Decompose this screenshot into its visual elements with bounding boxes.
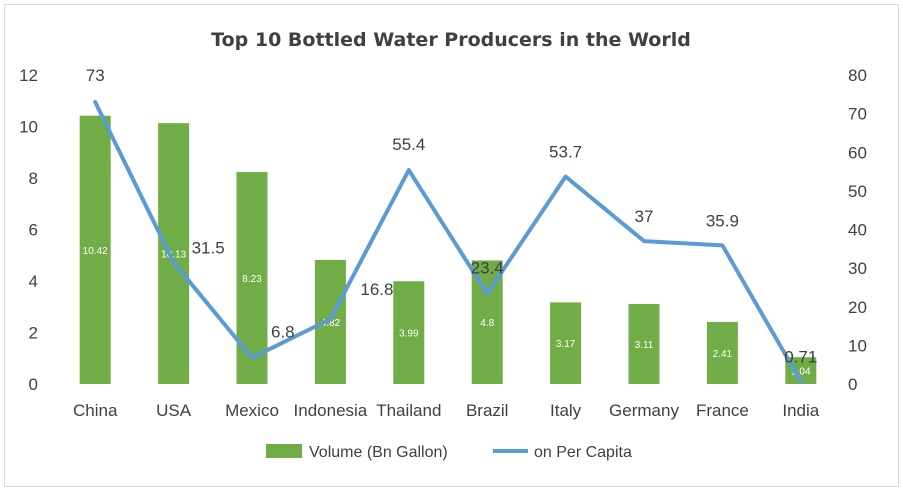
line-point bbox=[250, 356, 254, 360]
category-label: Germany bbox=[609, 401, 679, 420]
legend: Volume (Bn Gallon) on Per Capita bbox=[266, 444, 632, 461]
category-label: USA bbox=[156, 401, 192, 420]
right-tick-label: 20 bbox=[848, 298, 867, 317]
right-tick-label: 50 bbox=[848, 182, 867, 201]
line-data-label: 23.4 bbox=[471, 259, 504, 278]
category-label: China bbox=[73, 401, 118, 420]
left-tick-label: 2 bbox=[29, 324, 38, 343]
left-tick-label: 6 bbox=[29, 221, 38, 240]
bar-data-label: 4.8 bbox=[480, 318, 494, 329]
bar bbox=[706, 321, 738, 384]
bar-data-label: 3.11 bbox=[635, 340, 654, 351]
category-axis: China USA Mexico Indonesia Thailand Brazil Ita… bbox=[73, 401, 820, 420]
left-tick-label: 8 bbox=[29, 169, 38, 188]
line-point bbox=[564, 175, 568, 179]
per-capita-line bbox=[93, 100, 803, 384]
right-tick-label: 40 bbox=[848, 221, 867, 240]
line-data-label: 73 bbox=[86, 66, 105, 85]
line-point bbox=[172, 260, 176, 264]
bar bbox=[236, 172, 268, 384]
right-tick-label: 60 bbox=[848, 143, 867, 162]
bar-data-labels: 10.42 10.13 8.23 4.82 3.99 4.8 3.17 3.11 2.41 1.0… bbox=[83, 246, 811, 378]
bar bbox=[550, 302, 582, 384]
bar bbox=[314, 259, 346, 384]
left-tick-label: 12 bbox=[19, 66, 38, 85]
bar-data-label: 2.41 bbox=[713, 349, 733, 360]
bar bbox=[393, 281, 425, 384]
line-data-label: 35.9 bbox=[706, 211, 739, 230]
bar-data-label: 4.82 bbox=[321, 318, 341, 329]
bar-data-label: 3.99 bbox=[399, 329, 419, 340]
left-tick-label: 0 bbox=[29, 375, 38, 394]
line-data-label: 16.8 bbox=[360, 280, 393, 299]
category-label: India bbox=[782, 401, 819, 420]
line-data-labels: 73 31.5 6.8 16.8 55.4 23.4 53.7 37 35.9 0.71 bbox=[86, 66, 818, 366]
right-tick-label: 30 bbox=[848, 259, 867, 278]
chart-title: Top 10 Bottled Water Producers in the Wo… bbox=[211, 29, 691, 51]
bar-series bbox=[79, 115, 817, 384]
line-data-label: 31.5 bbox=[192, 238, 225, 257]
chart-frame bbox=[4, 4, 899, 487]
right-tick-label: 80 bbox=[848, 66, 867, 85]
line-point bbox=[407, 168, 411, 172]
left-tick-label: 4 bbox=[29, 272, 38, 291]
category-label: Italy bbox=[550, 401, 582, 420]
right-tick-label: 0 bbox=[848, 375, 857, 394]
right-axis: 0 10 20 30 40 50 60 70 80 bbox=[848, 66, 867, 394]
left-axis: 0 2 4 6 8 10 12 bbox=[19, 66, 38, 394]
legend-swatch-volume bbox=[266, 444, 302, 458]
bar bbox=[158, 123, 190, 384]
bar bbox=[79, 115, 111, 384]
right-tick-label: 70 bbox=[848, 105, 867, 124]
legend-label-per-capita: on Per Capita bbox=[534, 444, 632, 461]
bar-data-label: 10.42 bbox=[83, 246, 108, 257]
bar-data-label: 3.17 bbox=[556, 339, 576, 350]
bar-data-label: 1.04 bbox=[791, 367, 811, 378]
category-label: Indonesia bbox=[294, 401, 368, 420]
line-point bbox=[799, 379, 803, 383]
line-point bbox=[720, 243, 724, 247]
category-label: France bbox=[696, 401, 749, 420]
bar-data-label: 10.13 bbox=[161, 250, 186, 261]
line-data-label: 53.7 bbox=[549, 143, 582, 162]
left-tick-label: 10 bbox=[19, 118, 38, 137]
bar bbox=[628, 303, 660, 384]
category-label: Thailand bbox=[376, 401, 441, 420]
right-tick-label: 10 bbox=[848, 336, 867, 355]
line-data-label: 37 bbox=[635, 207, 654, 226]
line-series bbox=[93, 100, 803, 384]
line-data-label: 6.8 bbox=[271, 323, 295, 342]
line-point bbox=[642, 239, 646, 243]
category-label: Brazil bbox=[466, 401, 509, 420]
line-data-label: 55.4 bbox=[392, 135, 425, 154]
line-point bbox=[93, 100, 97, 104]
line-point bbox=[328, 317, 332, 321]
category-label: Mexico bbox=[225, 401, 279, 420]
line-point bbox=[485, 292, 489, 296]
legend-label-volume: Volume (Bn Gallon) bbox=[309, 444, 448, 461]
bar-data-label: 8.23 bbox=[242, 274, 262, 285]
line-data-label: 0.71 bbox=[784, 347, 817, 366]
